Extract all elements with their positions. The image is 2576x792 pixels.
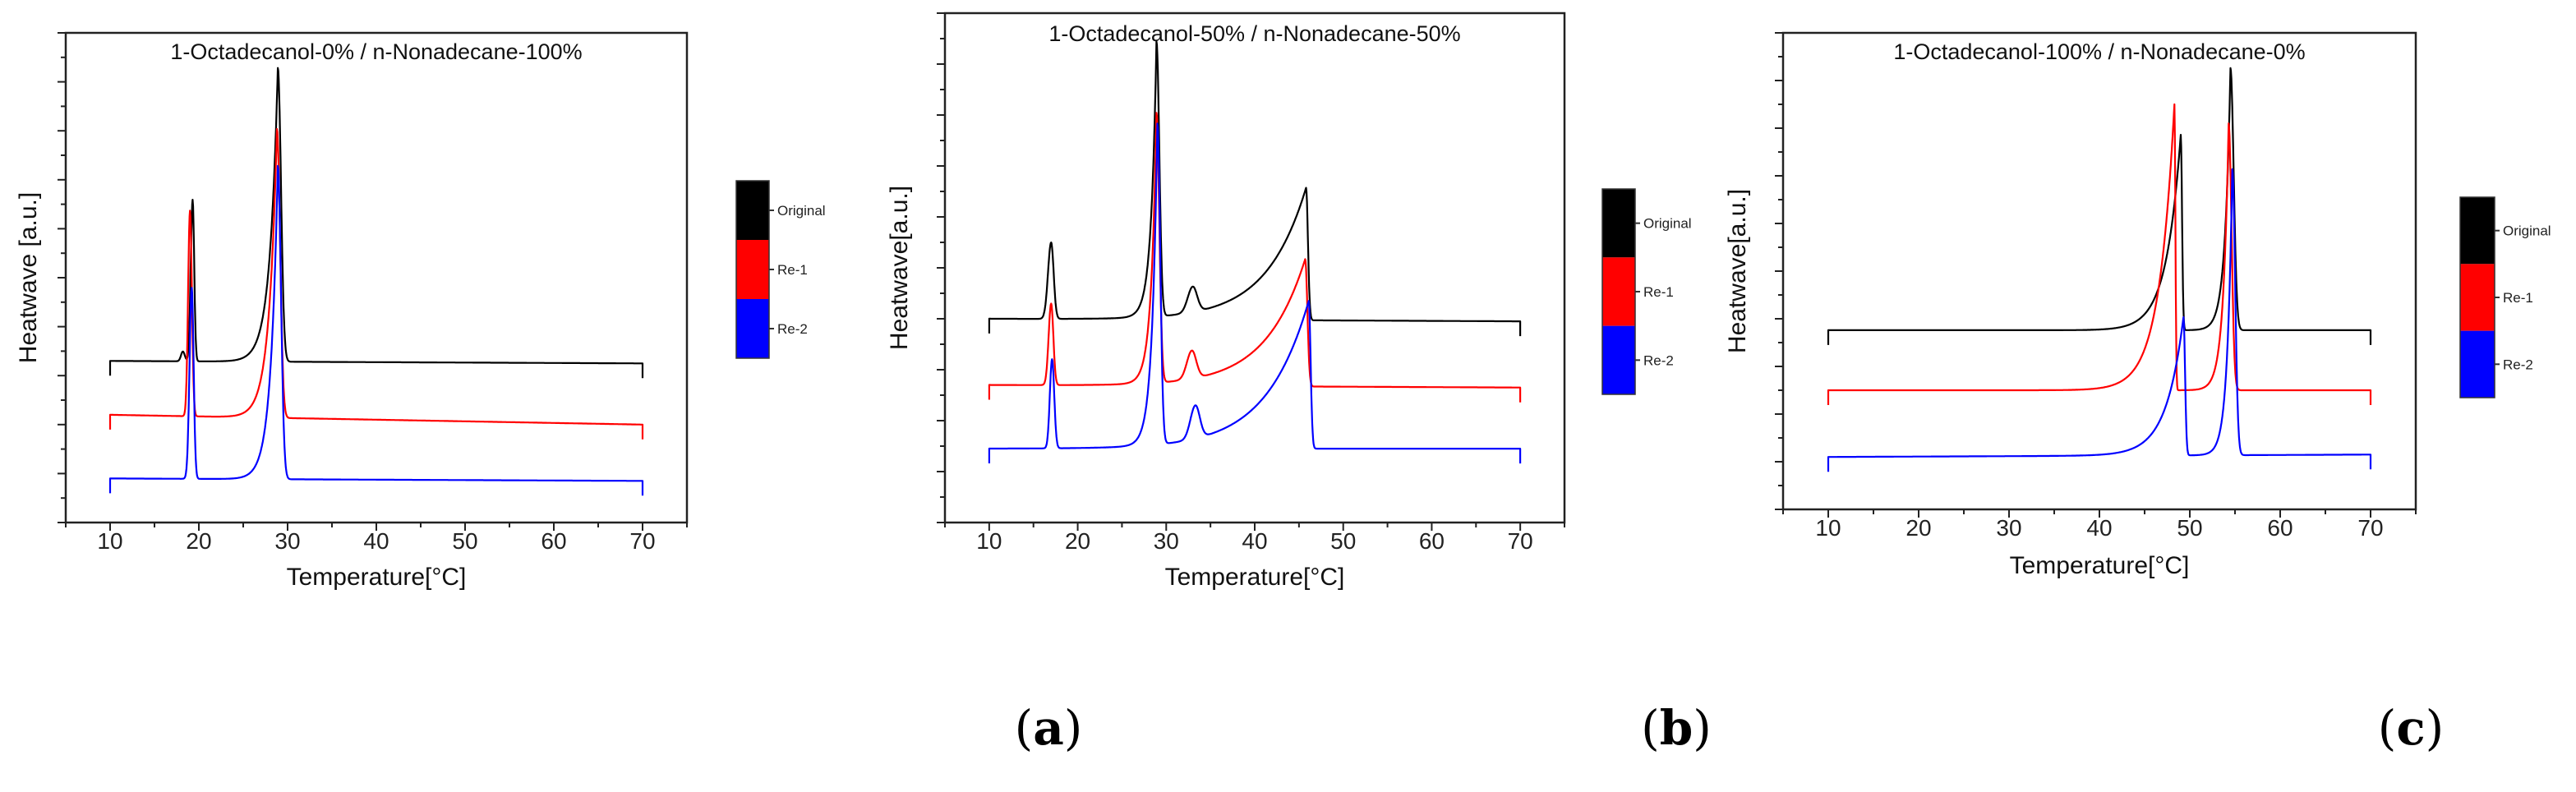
chart-panel-a: 10 20 30 40 50 60 70 1-Octadecanol-0% / n-Nonad… xyxy=(15,31,826,591)
legend-label: Re-1 xyxy=(777,262,808,278)
legend-label: Original xyxy=(2503,223,2551,239)
chart-title: 1-Octadecanol-100% / n-Nonadecane-0% xyxy=(1893,39,2305,64)
chart-title: 1-Octadecanol-0% / n-Nonadecane-100% xyxy=(170,39,582,64)
x-tick-label: 50 xyxy=(2177,515,2202,541)
legend-label: Re-2 xyxy=(777,321,808,337)
subfigure-label-a: (a) xyxy=(1014,700,1083,756)
plot-frame xyxy=(64,31,689,524)
x-tick-label: 70 xyxy=(2357,515,2383,541)
x-tick-label: 30 xyxy=(274,528,300,554)
legend-label: Re-1 xyxy=(2503,290,2533,306)
subfigure-label-b: (b) xyxy=(1641,700,1712,756)
x-tick-label: 30 xyxy=(1996,515,2021,541)
legend-swatch-re-2 xyxy=(736,299,769,358)
series-line-original xyxy=(108,67,644,379)
legend-label: Re-2 xyxy=(2503,357,2533,372)
chart-title: 1-Octadecanol-50% / n-Nonadecane-50% xyxy=(1048,21,1460,46)
y-axis-label: Heatwave [a.u.] xyxy=(15,192,42,363)
series-line-re-1 xyxy=(988,112,1522,403)
series-line-re-2 xyxy=(1827,168,2372,472)
legend-frame xyxy=(1601,188,1636,395)
y-axis-label: Heatwave[a.u.] xyxy=(1724,189,1751,353)
subfigure-label-c: (c) xyxy=(2377,700,2445,756)
legend-swatch-re-1 xyxy=(1602,257,1635,326)
legend-swatch-original xyxy=(736,181,769,240)
legend-swatch-re-1 xyxy=(736,240,769,299)
x-tick-label: 70 xyxy=(1508,528,1533,554)
series-line-re-1 xyxy=(1827,103,2372,405)
x-tick-label: 60 xyxy=(2267,515,2293,541)
chart-panel-b: 10 20 30 40 50 60 70 1-Octadecanol-50% / n-Nona… xyxy=(886,12,1692,591)
legend-label: Original xyxy=(777,203,826,219)
x-tick-label: 20 xyxy=(186,528,211,554)
legend-swatch-re-2 xyxy=(2460,330,2495,398)
x-axis-label: Temperature[°C] xyxy=(287,564,467,591)
x-tick-label: 60 xyxy=(1419,528,1445,554)
plot-frame xyxy=(1781,31,2417,511)
legend-label: Re-2 xyxy=(1643,352,1674,368)
series-line-original xyxy=(1827,67,2372,345)
legend-swatch-original xyxy=(1602,189,1635,258)
y-axis-label: Heatwave[a.u.] xyxy=(886,186,913,350)
x-tick-label: 20 xyxy=(1065,528,1090,554)
legend-label: Original xyxy=(1643,216,1692,232)
x-axis-label: Temperature[°C] xyxy=(1165,564,1345,591)
series-line-re-1 xyxy=(108,127,644,440)
x-tick-label: 40 xyxy=(1242,528,1267,554)
legend-swatch-re-2 xyxy=(1602,325,1635,394)
x-tick-label: 50 xyxy=(452,528,477,554)
legend-frame xyxy=(735,180,770,359)
x-tick-label: 10 xyxy=(976,528,1002,554)
legend-swatch-re-1 xyxy=(2460,264,2495,331)
legend-swatch-original xyxy=(2460,197,2495,265)
x-tick-label: 50 xyxy=(1330,528,1356,554)
x-tick-label: 30 xyxy=(1154,528,1179,554)
legend-frame xyxy=(2459,196,2495,398)
x-tick-label: 70 xyxy=(629,528,655,554)
legend-label: Re-1 xyxy=(1643,284,1674,300)
x-axis-label: Temperature[°C] xyxy=(2010,552,2190,579)
x-tick-label: 40 xyxy=(363,528,389,554)
x-tick-label: 10 xyxy=(97,528,122,554)
series-line-re-2 xyxy=(108,164,644,496)
series-line-re-2 xyxy=(988,122,1522,464)
x-tick-label: 20 xyxy=(1906,515,1931,541)
x-tick-label: 40 xyxy=(2086,515,2112,541)
series-line-original xyxy=(988,40,1522,337)
chart-panel-c: 10 20 30 40 50 60 70 1-Octadecanol-100% / n-Non… xyxy=(1724,31,2551,579)
plot-frame xyxy=(943,12,1566,524)
x-tick-label: 10 xyxy=(1815,515,1841,541)
x-tick-label: 60 xyxy=(541,528,566,554)
